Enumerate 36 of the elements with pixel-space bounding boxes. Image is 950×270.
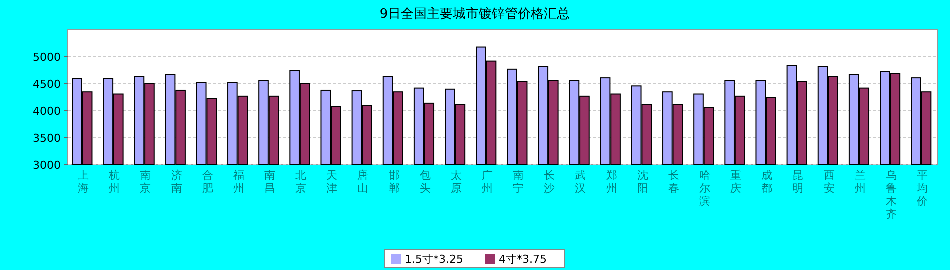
y-tick-label: 3500 <box>33 132 61 145</box>
x-tick-label: 成都 <box>762 169 773 195</box>
x-tick-label: 武汉 <box>575 169 586 195</box>
x-tick-label: 杭州 <box>108 169 120 195</box>
x-tick-label: 邯郸 <box>388 169 400 195</box>
x-tick-label: 哈尔滨 <box>699 169 710 208</box>
x-tick-label: 郑州 <box>606 169 618 195</box>
y-tick-label: 5000 <box>33 51 61 64</box>
x-tick-label: 太原 <box>450 169 462 195</box>
x-tick-label: 南宁 <box>513 169 524 195</box>
x-tick-label: 福州 <box>233 169 244 195</box>
chart-title: 9日全国主要城市镀锌管价格汇总 <box>380 6 570 22</box>
x-tick-label: 重庆 <box>730 169 742 195</box>
x-tick-label: 沈阳 <box>637 169 648 195</box>
x-tick-label: 济南 <box>171 169 182 195</box>
x-tick-label: 天津 <box>326 169 338 195</box>
x-tick-label: 昆明 <box>792 169 804 195</box>
y-tick-label: 3000 <box>33 159 61 172</box>
legend-label: 4寸*3.75 <box>499 253 547 266</box>
x-tick-label: 南京 <box>140 169 152 195</box>
y-tick-label: 4000 <box>33 105 61 118</box>
x-tick-label: 包头 <box>420 169 431 195</box>
x-tick-label: 长沙 <box>544 169 556 195</box>
x-tick-label: 西安 <box>824 169 835 195</box>
x-tick-label: 唐山 <box>358 169 369 195</box>
x-tick-label: 南昌 <box>264 169 276 195</box>
x-tick-label: 广州 <box>482 169 493 195</box>
x-tick-label: 合肥 <box>202 169 214 195</box>
x-tick-label: 兰州 <box>854 169 866 195</box>
x-tick-label: 上海 <box>78 169 90 195</box>
x-tick-label: 乌鲁木齐 <box>886 169 897 221</box>
x-tick-label: 北京 <box>296 169 307 195</box>
x-tick-label: 长春 <box>668 169 680 195</box>
legend-label: 1.5寸*3.25 <box>405 253 464 266</box>
y-tick-label: 4500 <box>33 78 61 91</box>
x-tick-label: 平均价 <box>916 169 928 208</box>
